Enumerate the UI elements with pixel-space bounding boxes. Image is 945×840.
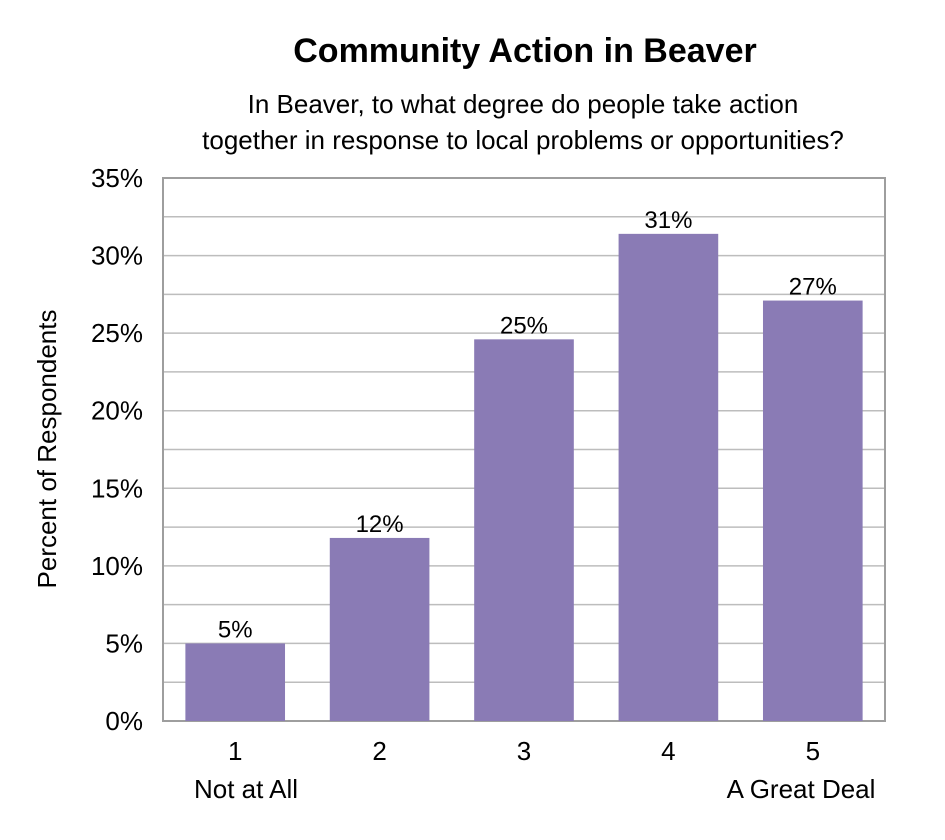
data-label: 12% bbox=[356, 511, 404, 538]
x-tick-label: 1 bbox=[228, 736, 242, 766]
y-axis-label: Percent of Respondents bbox=[32, 310, 62, 589]
bar bbox=[762, 300, 863, 721]
bar bbox=[618, 233, 719, 721]
data-label: 27% bbox=[789, 274, 837, 301]
y-tick-label: 35% bbox=[91, 163, 143, 193]
y-tick-label: 10% bbox=[91, 551, 143, 581]
bar bbox=[185, 643, 286, 721]
y-tick-label: 30% bbox=[91, 241, 143, 271]
bar bbox=[329, 537, 430, 721]
x-tick-label: 2 bbox=[372, 736, 386, 766]
data-label: 5% bbox=[218, 616, 253, 643]
x-tick-label: 4 bbox=[661, 736, 675, 766]
bar bbox=[474, 339, 574, 721]
x-sublabel: Not at All bbox=[194, 774, 298, 804]
data-label: 25% bbox=[500, 312, 548, 339]
data-label: 31% bbox=[644, 207, 692, 234]
y-tick-label: 25% bbox=[91, 318, 143, 348]
plot-area: 0% 5% 10% 15% 20% 25% 30% 35% 5% 1 12% 2 25% 3 31% 4 27%… bbox=[91, 163, 886, 804]
chart-subtitle-line-2: together in response to local problems o… bbox=[202, 125, 844, 155]
y-tick-label: 20% bbox=[91, 396, 143, 426]
x-tick-label: 5 bbox=[806, 736, 820, 766]
y-tick-label: 15% bbox=[91, 473, 143, 503]
chart-subtitle-line-1: In Beaver, to what degree do people take… bbox=[248, 89, 799, 119]
x-sublabel: A Great Deal bbox=[727, 774, 876, 804]
x-tick-label: 3 bbox=[517, 736, 531, 766]
y-tick-label: 0% bbox=[105, 706, 143, 736]
chart-title: Community Action in Beaver bbox=[293, 32, 756, 70]
y-tick-label: 5% bbox=[105, 628, 143, 658]
